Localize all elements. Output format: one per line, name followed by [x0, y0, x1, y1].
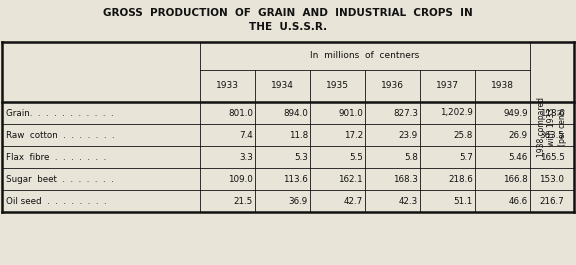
- Text: 46.6: 46.6: [509, 197, 528, 205]
- Text: Raw  cotton  .  .  .  .  .  .  .: Raw cotton . . . . . . .: [6, 130, 115, 139]
- Text: 1938: 1938: [491, 82, 514, 91]
- Text: 153.0: 153.0: [540, 174, 564, 183]
- Text: 218.6: 218.6: [448, 174, 473, 183]
- Text: In  millions  of  centners: In millions of centners: [310, 51, 420, 60]
- Text: 109.0: 109.0: [228, 174, 253, 183]
- Text: 1938 compared
with 1933
(per cent): 1938 compared with 1933 (per cent): [537, 97, 567, 157]
- Text: 7.4: 7.4: [239, 130, 253, 139]
- Text: GROSS  PRODUCTION  OF  GRAIN  AND  INDUSTRIAL  CROPS  IN: GROSS PRODUCTION OF GRAIN AND INDUSTRIAL…: [103, 8, 473, 18]
- Text: 894.0: 894.0: [283, 108, 308, 117]
- Text: 5.3: 5.3: [294, 152, 308, 161]
- Text: 1935: 1935: [326, 82, 349, 91]
- Text: 949.9: 949.9: [503, 108, 528, 117]
- Text: 5.5: 5.5: [349, 152, 363, 161]
- Text: 901.0: 901.0: [338, 108, 363, 117]
- Text: 23.9: 23.9: [399, 130, 418, 139]
- Text: 1937: 1937: [436, 82, 459, 91]
- Text: 5.7: 5.7: [459, 152, 473, 161]
- Text: Flax  fibre  .  .  .  .  .  .  .: Flax fibre . . . . . . .: [6, 152, 106, 161]
- Text: THE  U.S.S.R.: THE U.S.S.R.: [249, 22, 327, 32]
- Text: 363.5: 363.5: [540, 130, 564, 139]
- Text: 113.6: 113.6: [283, 174, 308, 183]
- Text: 21.5: 21.5: [234, 197, 253, 205]
- Text: 118.6: 118.6: [540, 108, 564, 117]
- Text: 25.8: 25.8: [454, 130, 473, 139]
- Text: 11.8: 11.8: [289, 130, 308, 139]
- Text: 827.3: 827.3: [393, 108, 418, 117]
- Text: 5.8: 5.8: [404, 152, 418, 161]
- Text: 168.3: 168.3: [393, 174, 418, 183]
- Text: 36.9: 36.9: [289, 197, 308, 205]
- Text: 26.9: 26.9: [509, 130, 528, 139]
- Text: 166.8: 166.8: [503, 174, 528, 183]
- Text: 165.5: 165.5: [540, 152, 564, 161]
- Text: 5.46: 5.46: [509, 152, 528, 161]
- Text: 3.3: 3.3: [239, 152, 253, 161]
- Text: 17.2: 17.2: [344, 130, 363, 139]
- Text: 42.7: 42.7: [344, 197, 363, 205]
- Text: 216.7: 216.7: [540, 197, 564, 205]
- Text: 1933: 1933: [216, 82, 239, 91]
- Text: Sugar  beet  .  .  .  .  .  .  .: Sugar beet . . . . . . .: [6, 174, 113, 183]
- Text: 1934: 1934: [271, 82, 294, 91]
- Text: Oil seed  .  .  .  .  .  .  .  .: Oil seed . . . . . . . .: [6, 197, 107, 205]
- Text: 1936: 1936: [381, 82, 404, 91]
- Text: 51.1: 51.1: [454, 197, 473, 205]
- Text: 1,202.9: 1,202.9: [440, 108, 473, 117]
- Text: 42.3: 42.3: [399, 197, 418, 205]
- Text: 162.1: 162.1: [338, 174, 363, 183]
- Text: 801.0: 801.0: [228, 108, 253, 117]
- Text: Grain.  .  .  .  .  .  .  .  .  .  .: Grain. . . . . . . . . . .: [6, 108, 113, 117]
